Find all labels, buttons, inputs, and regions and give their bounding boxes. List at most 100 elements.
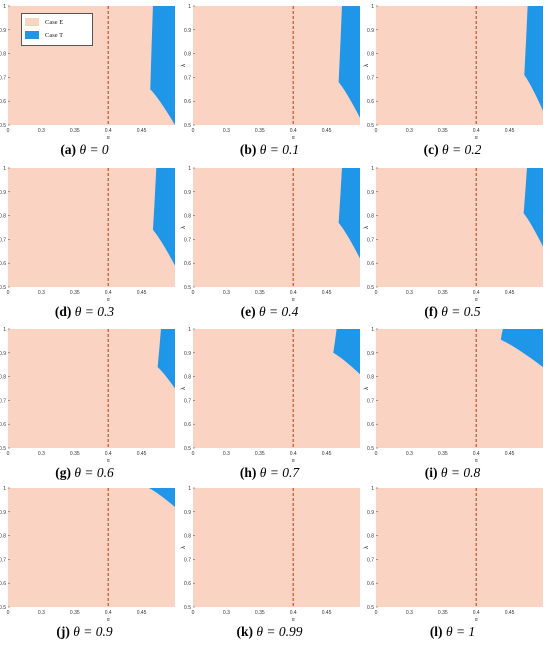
panel-theta: θ = 0.7 — [256, 465, 300, 480]
panel-caption: (b) θ = 0.1 — [182, 142, 357, 158]
panel-b: 0.5 0.6 0.7 0.8 0.9 1 0 0.3 0.35 0.4 0.45 α λ (b) θ =… — [181, 4, 360, 159]
panel-label: (i) — [424, 465, 438, 480]
x-axis-label: α — [475, 617, 478, 623]
case-e-region — [193, 168, 360, 287]
y-tick-label: 0.6 — [184, 99, 191, 105]
panel-label: (a) — [60, 142, 77, 157]
y-tick-label: 1 — [371, 327, 374, 333]
y-tick-label: 0.8 — [0, 375, 6, 381]
x-tick-label: 0.4 — [473, 290, 480, 296]
panel-label: (g) — [55, 465, 71, 480]
plot-svg: 0.5 0.6 0.7 0.8 0.9 1 0 0.3 0.35 0.4 0.45 α λ — [181, 327, 360, 464]
panel-theta: θ = 1 — [442, 624, 476, 639]
x-tick-label: 0.4 — [290, 128, 297, 134]
panel-e: 0.5 0.6 0.7 0.8 0.9 1 0 0.3 0.35 0.4 0.45 α λ (e) θ =… — [181, 166, 360, 321]
x-tick-label: 0.4 — [290, 610, 297, 616]
legend-label: Case E — [45, 18, 64, 26]
case-e-region — [193, 488, 360, 607]
y-tick-label: 0.9 — [184, 28, 191, 34]
y-axis-label: λ — [0, 387, 2, 390]
x-tick-label: 0.4 — [473, 451, 480, 457]
x-tick-label: 0.35 — [70, 290, 80, 296]
y-tick-label: 1 — [3, 166, 6, 172]
x-tick-label: 0.35 — [70, 610, 80, 616]
y-tick-label: 1 — [188, 4, 191, 10]
panel-theta: θ = 0.5 — [437, 304, 481, 319]
x-tick-label: 0.4 — [473, 128, 480, 134]
x-tick-label: 0 — [7, 290, 10, 296]
panel-caption: (k) θ = 0.99 — [182, 624, 357, 640]
x-tick-label: 0 — [375, 451, 378, 457]
y-axis-label: λ — [364, 64, 370, 67]
x-axis-label: α — [475, 297, 478, 303]
x-tick-label: 0.3 — [223, 128, 230, 134]
y-tick-label: 0.8 — [184, 52, 191, 58]
y-tick-label: 0.8 — [184, 375, 191, 381]
y-tick-label: 0.6 — [184, 261, 191, 267]
x-tick-label: 0.3 — [223, 451, 230, 457]
case-t-region — [148, 488, 175, 508]
panel-theta: θ = 0.99 — [253, 624, 303, 639]
legend-swatch — [25, 31, 39, 39]
y-tick-label: 0.5 — [367, 605, 374, 611]
x-tick-label: 0.45 — [322, 290, 332, 296]
legend-entry: Case E — [25, 17, 63, 27]
plot-svg: 0.5 0.6 0.7 0.8 0.9 1 0 0.3 0.35 0.4 0.45 α λ — [364, 166, 543, 303]
x-tick-label: 0.35 — [255, 290, 265, 296]
panel-label: (j) — [56, 624, 70, 639]
y-tick-label: 0.8 — [0, 534, 6, 540]
y-tick-label: 0.7 — [184, 75, 191, 81]
y-tick-label: 0.7 — [0, 237, 6, 243]
x-tick-label: 0.35 — [255, 128, 265, 134]
y-tick-label: 0.5 — [184, 123, 191, 129]
x-tick-label: 0.45 — [322, 128, 332, 134]
y-tick-label: 0.6 — [367, 422, 374, 428]
panel-theta: θ = 0 — [76, 142, 109, 157]
plot-svg: 0.5 0.6 0.7 0.8 0.9 1 0 0.3 0.35 0.4 0.45 α λ — [181, 486, 360, 623]
plot-svg: 0.5 0.6 0.7 0.8 0.9 1 0 0.3 0.35 0.4 0.45 α λ — [0, 166, 175, 303]
panel-label: (l) — [429, 624, 443, 639]
y-tick-label: 0.8 — [184, 214, 191, 220]
y-tick-label: 0.9 — [0, 190, 6, 196]
y-axis-label: λ — [0, 64, 2, 67]
x-tick-label: 0.35 — [438, 610, 448, 616]
panel-theta: θ = 0.1 — [256, 142, 300, 157]
x-tick-label: 0.45 — [137, 610, 147, 616]
panel-label: (b) — [239, 142, 257, 157]
panel-label: (h) — [239, 465, 257, 480]
case-t-region — [150, 6, 175, 125]
y-tick-label: 0.5 — [367, 123, 374, 129]
y-axis-label: λ — [364, 226, 370, 229]
case-e-region — [376, 488, 543, 607]
x-axis-label: α — [107, 458, 110, 464]
x-tick-label: 0.3 — [223, 610, 230, 616]
x-tick-label: 0.3 — [406, 290, 413, 296]
y-tick-label: 1 — [3, 486, 6, 492]
y-tick-label: 0.7 — [367, 557, 374, 563]
y-tick-label: 0.8 — [367, 52, 374, 58]
plot-svg: 0.5 0.6 0.7 0.8 0.9 1 0 0.3 0.35 0.4 0.45 α λ — [181, 4, 360, 141]
panel-c: 0.5 0.6 0.7 0.8 0.9 1 0 0.3 0.35 0.4 0.45 α λ (c) θ =… — [364, 4, 543, 159]
plot-svg: 0.5 0.6 0.7 0.8 0.9 1 0 0.3 0.35 0.4 0.45 α λ — [364, 486, 543, 623]
y-tick-label: 0.7 — [367, 398, 374, 404]
y-tick-label: 0.6 — [0, 99, 6, 105]
plot-svg: 0.5 0.6 0.7 0.8 0.9 1 0 0.3 0.35 0.4 0.45 α λ — [364, 4, 543, 141]
panel-label: (e) — [240, 304, 256, 319]
y-tick-label: 0.8 — [184, 534, 191, 540]
panel-label: (f) — [424, 304, 438, 319]
panel-label: (d) — [54, 304, 72, 319]
plot-svg: 0.5 0.6 0.7 0.8 0.9 1 0 0.3 0.35 0.4 0.45 α λ — [364, 327, 543, 464]
case-e-region — [8, 168, 175, 287]
x-tick-label: 0.35 — [255, 610, 265, 616]
y-tick-label: 0.7 — [367, 75, 374, 81]
x-axis-label: α — [292, 297, 295, 303]
y-tick-label: 0.6 — [0, 581, 6, 587]
x-tick-label: 0.45 — [505, 128, 515, 134]
y-tick-label: 0.6 — [184, 422, 191, 428]
panel-d: 0.5 0.6 0.7 0.8 0.9 1 0 0.3 0.35 0.4 0.45 α λ (d) θ =… — [0, 166, 175, 321]
panel-theta: θ = 0.6 — [71, 465, 114, 480]
panel-j: 0.5 0.6 0.7 0.8 0.9 1 0 0.3 0.35 0.4 0.45 α λ (j) θ =… — [0, 486, 175, 641]
plot-svg: 0.5 0.6 0.7 0.8 0.9 1 0 0.3 0.35 0.4 0.45 α λ — [181, 166, 360, 303]
x-tick-label: 0.4 — [473, 610, 480, 616]
panel-theta: θ = 0.2 — [438, 142, 482, 157]
